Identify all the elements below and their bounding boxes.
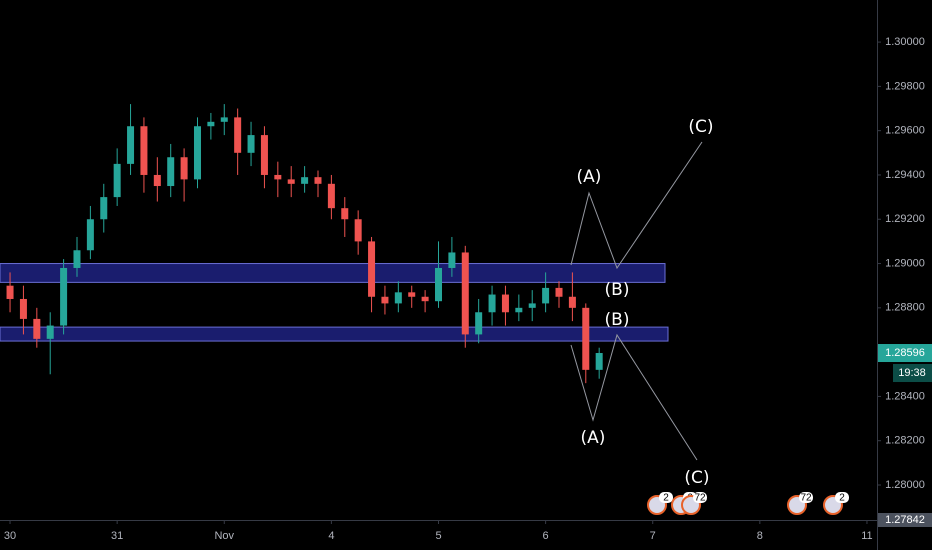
wave-paths <box>570 141 703 461</box>
candle-body <box>488 294 496 313</box>
candle-body <box>314 177 322 184</box>
candle-body <box>568 296 576 308</box>
candle-body <box>408 292 416 297</box>
y-tick-label: 1.30000 <box>885 36 925 48</box>
candle-body <box>274 174 282 180</box>
crosshair-price: 1.27842 <box>885 514 925 526</box>
wave-label: (B) <box>605 280 630 300</box>
candle-body <box>461 252 469 335</box>
candle-body <box>73 250 81 268</box>
wave-label: (A) <box>581 428 606 448</box>
event-badge <box>693 492 707 503</box>
candle-body <box>354 219 362 242</box>
price-axis-bg <box>877 0 932 550</box>
zone <box>0 263 666 283</box>
candle-body <box>19 298 27 319</box>
x-tick-label: 5 <box>435 530 441 542</box>
y-tick-label: 1.28400 <box>885 390 925 402</box>
y-tick-label: 1.29400 <box>885 169 925 181</box>
candle-body <box>381 296 389 304</box>
last-price-box <box>878 344 932 363</box>
candle-body <box>207 121 215 127</box>
countdown: 19:38 <box>898 367 926 379</box>
x-tick-label: 30 <box>4 530 16 542</box>
candle-body <box>327 183 335 209</box>
candle-body <box>127 126 135 164</box>
x-tick-label: 6 <box>543 530 549 542</box>
event-count: 2 <box>839 493 845 504</box>
zone <box>0 326 669 342</box>
candle-body <box>595 353 603 370</box>
candle-body <box>555 287 563 297</box>
y-tick-label: 1.28200 <box>885 435 925 447</box>
wave-down <box>570 333 698 461</box>
wave-label: (A) <box>577 167 602 187</box>
x-tick-label: 4 <box>328 530 334 542</box>
event-badge <box>799 492 813 503</box>
y-tick-label: 1.28800 <box>885 302 925 314</box>
x-tick-label: 7 <box>650 530 656 542</box>
candle-body <box>140 126 148 175</box>
candle-body <box>113 163 121 198</box>
event-count: 72 <box>800 493 812 504</box>
wave-label: (C) <box>684 468 709 488</box>
time-axis-bg <box>0 520 877 550</box>
x-tick-label: Nov <box>214 530 234 542</box>
candle-body <box>167 157 175 187</box>
y-tick-label: 1.29200 <box>885 213 925 225</box>
candle-body <box>86 219 94 251</box>
candle-body <box>234 117 242 153</box>
candle-body <box>153 174 161 187</box>
candle-body <box>368 241 376 297</box>
candle-body <box>193 126 201 180</box>
event-count: 72 <box>694 493 706 504</box>
candle-body <box>475 312 483 335</box>
crosshair-price-box <box>878 513 932 527</box>
candle-body <box>582 307 590 370</box>
candle-body <box>421 296 429 302</box>
y-tick-label: 1.28000 <box>885 479 925 491</box>
candle-body <box>260 135 268 175</box>
candle-body <box>100 197 108 220</box>
candle-body <box>247 135 255 153</box>
candle-body <box>448 252 456 268</box>
candle-body <box>528 303 536 308</box>
wave-up <box>570 141 703 270</box>
candle-body <box>287 179 295 184</box>
wave-label: (C) <box>688 117 713 137</box>
candle-body <box>6 285 14 299</box>
candle-body <box>46 325 54 339</box>
candle-body <box>515 307 523 313</box>
wave-label: (B) <box>605 310 630 330</box>
candle-body <box>542 287 550 304</box>
candle-body <box>341 208 349 220</box>
y-tick-label: 1.29800 <box>885 80 925 92</box>
x-tick-label: 11 <box>861 530 872 542</box>
event-badge <box>835 492 849 503</box>
y-tick-label: 1.29600 <box>885 125 925 137</box>
candle-body <box>220 117 228 122</box>
x-tick-label: 31 <box>111 530 123 542</box>
candle-body <box>33 318 41 339</box>
candle-body <box>435 267 442 302</box>
candle-body <box>501 294 509 313</box>
candle-body <box>180 157 188 180</box>
candle-body <box>60 267 68 326</box>
candle-body <box>394 292 402 304</box>
countdown-box <box>893 364 932 383</box>
event-count: 2 <box>663 493 669 504</box>
event-badge <box>659 492 673 503</box>
last-price: 1.28596 <box>885 347 925 359</box>
candle-body <box>301 177 309 184</box>
x-tick-label: 8 <box>757 530 763 542</box>
y-tick-label: 1.29000 <box>885 257 925 269</box>
